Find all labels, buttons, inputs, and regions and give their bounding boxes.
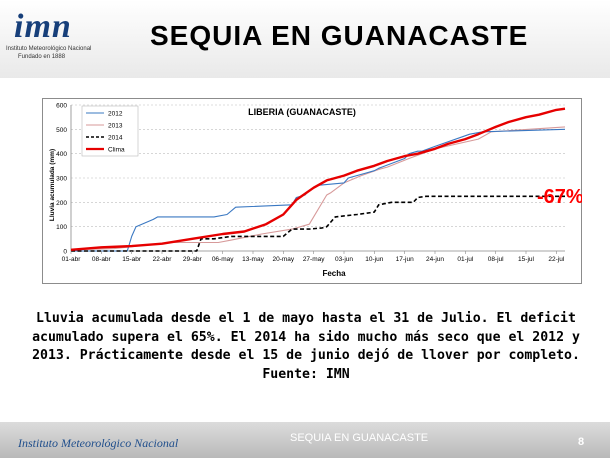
x-tick-label: 01-abr (62, 256, 82, 263)
legend-label: 2012 (108, 110, 123, 117)
y-tick-label: 400 (56, 151, 67, 158)
x-tick-label: 27-may (303, 256, 325, 263)
legend-label: Clima (108, 146, 125, 153)
slide-title: SEQUIA EN GUANACASTE (150, 20, 529, 51)
x-tick-label: 29-abr (183, 256, 203, 263)
footer-org-name: Instituto Meteorológico Nacional (18, 436, 179, 450)
series-line-2014 (71, 195, 565, 252)
x-tick-label: 06-may (212, 256, 234, 263)
y-tick-label: 200 (56, 200, 67, 207)
series-line-clima (70, 107, 566, 251)
x-tick-label: 03-jun (335, 256, 353, 263)
y-tick-label: 500 (56, 127, 67, 134)
slide-footer: Instituto Meteorológico Nacional SEQUIA … (0, 422, 610, 458)
x-tick-label: 10-jun (365, 256, 383, 263)
x-tick-label: 20-may (272, 256, 294, 263)
x-tick-label: 22-jul (548, 256, 564, 263)
logo-org-name: Instituto Meteorológico Nacional (6, 46, 92, 52)
rainfall-chart: 0 100 200 300 400 500 600 01-abr 08-abr 15-abr 22… (42, 98, 582, 284)
x-tick-label: 22-abr (153, 256, 173, 263)
logo-mark: imn (14, 8, 72, 45)
x-tick-label: 15-jul (518, 256, 534, 263)
x-tick-label: 13-may (242, 256, 264, 263)
series-line-2012 (71, 128, 566, 252)
imn-logo: imn Instituto Meteorológico Nacional Fun… (4, 8, 114, 66)
chart-title: LIBERIA (GUANACASTE) (248, 107, 356, 117)
legend-box (81, 105, 139, 157)
x-tick-label: 01-jul (457, 256, 473, 263)
y-tick-label: 0 (63, 249, 67, 256)
x-tick-label: 24-jun (426, 256, 444, 263)
x-tick-label: 08-abr (92, 256, 112, 263)
x-tick-label: 08-jul (488, 256, 504, 263)
page-number: 8 (578, 436, 585, 448)
y-tick-label: 600 (56, 103, 67, 110)
slide-header: imn Instituto Meteorológico Nacional Fun… (0, 0, 610, 78)
footer-title: SEQUIA EN GUANACASTE (290, 432, 429, 444)
y-axis-label: Lluvia acumulada (mm) (49, 149, 56, 221)
chart-legend: 2012 2013 2014 Clima (81, 105, 139, 157)
y-tick-label: 300 (56, 176, 67, 183)
x-axis-label: Fecha (322, 269, 346, 278)
logo-founded: Fundado en 1888 (18, 54, 66, 60)
slide-description: Lluvia acumulada desde el 1 de mayo hast… (32, 311, 580, 382)
x-tick-label: 17-jun (396, 256, 414, 263)
legend-label: 2014 (108, 134, 123, 141)
y-tick-label: 100 (56, 224, 67, 231)
legend-label: 2013 (108, 122, 123, 129)
x-tick-label: 15-abr (122, 256, 142, 263)
chart-svg: 0 100 200 300 400 500 600 01-abr 08-abr 15-abr 22… (42, 98, 582, 284)
deficit-annotation: -67% (537, 186, 582, 208)
